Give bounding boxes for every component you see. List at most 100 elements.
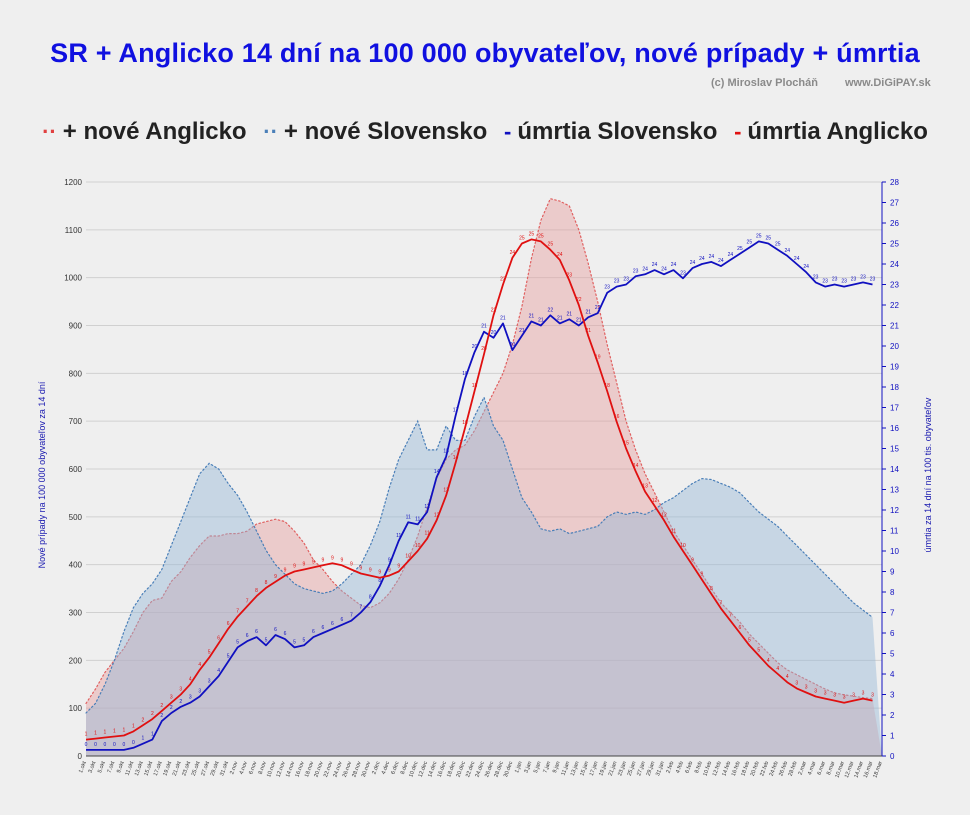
x-tick-label: 2.feb [666,761,676,775]
point-label: 0 [104,742,107,748]
point-label: 11 [671,529,676,535]
point-label: 22 [491,307,497,313]
point-label: 9 [388,568,391,574]
x-tick-label: 29.okt [210,760,221,777]
x-tick-label: 28.feb [788,761,799,777]
y-tick-left: 600 [69,465,83,474]
x-tick-label: 6.dec [390,760,400,775]
y-tick-right: 18 [890,383,899,392]
y-tick-right: 14 [890,465,899,474]
point-label: 14 [633,463,639,469]
x-tick-label: 13.okt [134,760,145,777]
point-label: 3 [170,695,173,701]
point-label: 25 [519,236,525,242]
point-label: 3 [179,687,182,693]
point-label: 2 [179,699,182,705]
point-label: 21 [519,328,525,334]
x-tick-label: 8.nov [258,760,268,775]
point-label: 23 [604,285,610,291]
point-label: 8 [369,594,372,600]
point-label: 24 [652,262,658,268]
y-tick-left: 1000 [64,274,82,283]
point-label: 0 [85,742,88,748]
x-tick-label: 12.dec [418,760,429,778]
point-label: 13 [443,488,449,494]
x-tick-label: 7.jan [542,761,552,774]
y-tick-right: 8 [890,588,895,597]
x-tick-label: 23.jan [617,761,628,777]
x-tick-label: 15.okt [143,760,154,777]
x-tick-label: 10.nov [266,760,277,778]
y-tick-right: 12 [890,506,899,515]
credit-author: (c) Miroslav Plocháň [711,77,818,89]
point-label: 24 [784,248,790,254]
x-tick-label: 22.feb [759,761,770,777]
point-label: 0 [94,742,97,748]
point-label: 24 [803,264,809,270]
x-tick-label: 10.mar [834,760,846,778]
x-tick-label: 16.mar [863,760,875,778]
point-label: 25 [747,240,753,246]
y-tick-right: 4 [890,670,895,679]
x-tick-label: 4.nov [239,760,249,775]
point-label: 16 [614,414,620,420]
y-tick-right: 21 [890,322,899,331]
legend-label-deaths-england: úmrtia Anglicko [747,118,928,145]
point-label: 12 [652,498,658,504]
y-tick-right: 20 [890,342,899,351]
point-label: 1 [94,731,97,737]
point-label: 11 [415,516,420,522]
point-label: 1 [151,732,154,738]
point-label: 5 [227,654,230,660]
point-label: 4 [776,666,779,672]
point-label: 20 [510,342,516,348]
point-label: 24 [671,262,677,268]
y-axis-right-label: úmrtia za 14 dní na 100 tis. obyvateľov [923,397,933,553]
point-label: 5 [748,637,751,643]
x-tick-label: 2.nov [229,760,239,775]
point-label: 11 [425,531,430,537]
point-label: 6 [217,635,220,641]
point-label: 5 [303,637,306,643]
point-label: 21 [481,324,487,330]
x-tick-label: 14.mar [853,760,865,778]
point-label: 18 [472,383,478,389]
point-label: 25 [756,233,762,239]
point-label: 23 [614,279,620,285]
point-label: 3 [208,678,211,684]
x-tick-label: 20.feb [750,761,761,777]
point-label: 15 [623,441,629,447]
point-label: 25 [737,246,743,252]
point-label: 3 [189,695,192,701]
axes: 0100200300400500600700800900100011001200… [64,178,899,779]
point-label: 10 [415,543,421,549]
point-label: 4 [217,668,220,674]
y-tick-left: 900 [69,322,83,331]
point-label: 9 [378,570,381,576]
x-tick-label: 16.dec [437,760,448,778]
point-label: 7 [359,605,362,611]
point-label: 21 [500,315,506,321]
point-label: 24 [690,260,696,266]
x-tick-label: 6.nov [248,760,258,775]
x-tick-label: 18.feb [740,761,751,777]
point-label: 4 [198,662,201,668]
point-label: 23 [822,279,828,285]
point-label: 9 [322,557,325,563]
point-label: 6 [246,633,249,639]
y-tick-left: 100 [69,704,83,713]
point-label: 2 [151,711,154,717]
point-label: 21 [557,315,563,321]
point-label: 11 [396,533,401,539]
death-line [85,238,873,741]
point-label: 1 [141,736,144,742]
y-tick-left: 200 [69,656,83,665]
legend-label-new-england: + nové Anglicko [62,118,247,145]
point-label: 8 [710,586,713,592]
point-label: 9 [359,566,362,572]
point-label: 9 [331,555,334,561]
point-label: 23 [851,277,857,283]
point-label: 4 [189,676,192,682]
point-label: 9 [691,557,694,563]
